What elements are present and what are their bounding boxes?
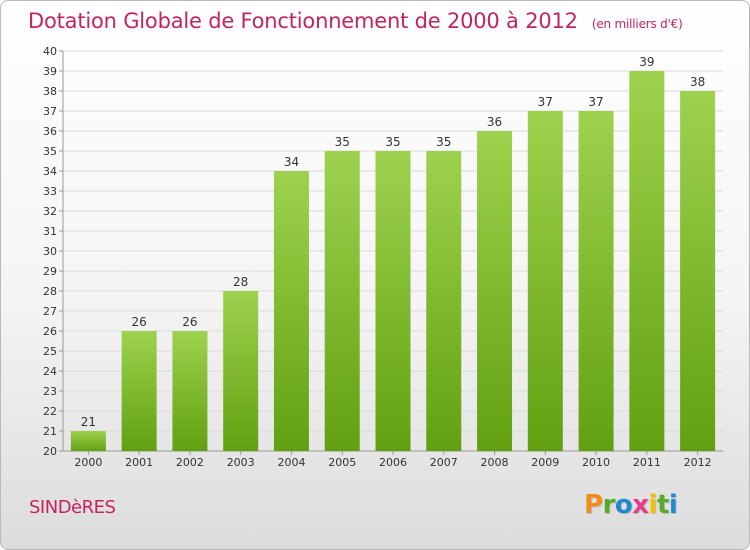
data-label-2007: 35 [436,135,451,149]
bar-2009 [527,111,563,451]
proxiti-logo: Proxiti [584,490,678,520]
commune-name: SINDèRES [29,497,116,518]
data-label-2008: 36 [487,115,502,129]
y-tick-label: 35 [43,145,57,158]
y-tick-label: 27 [43,305,57,318]
x-tick-label: 2001 [125,456,153,469]
data-label-2004: 34 [284,155,299,169]
x-tick-label: 2003 [227,456,255,469]
bar-2002 [172,331,208,451]
bar-2012 [680,91,716,451]
logo-letter: r [602,490,616,520]
y-tick-label: 20 [43,445,57,458]
y-tick-label: 29 [43,265,57,278]
bar-2008 [477,131,513,451]
y-tick-label: 39 [43,65,57,78]
y-tick-label: 37 [43,105,57,118]
bar-2007 [426,151,462,451]
y-tick-label: 40 [43,45,57,58]
x-tick-label: 2006 [379,456,407,469]
x-tick-label: 2005 [328,456,356,469]
bar-2006 [375,151,411,451]
y-tick-label: 36 [43,125,57,138]
data-label-2006: 35 [385,135,400,149]
x-tick-label: 2010 [582,456,610,469]
y-tick-label: 34 [43,165,57,178]
data-label-2010: 37 [588,95,603,109]
logo-letter: x [632,490,649,520]
y-tick-label: 25 [43,345,57,358]
y-tick-label: 26 [43,325,57,338]
logo-letter: i [648,490,658,520]
data-label-2011: 39 [639,55,654,69]
y-tick-label: 30 [43,245,57,258]
logo-letter: o [614,490,633,520]
data-label-2012: 38 [690,75,705,89]
bar-2000 [70,431,106,451]
chart-title: Dotation Globale de Fonctionnement de 20… [28,9,683,33]
bars [70,71,716,451]
data-label-2002: 26 [182,315,197,329]
y-tick-label: 24 [43,365,57,378]
y-tick-label: 23 [43,385,57,398]
y-tick-label: 21 [43,425,57,438]
bar-2011 [629,71,665,451]
bar-2003 [223,291,259,451]
data-labels: 21 26 26 28 34 35 35 35 36 37 37 39 38 [81,55,706,429]
bar-2010 [578,111,614,451]
x-tick-label: 2007 [430,456,458,469]
chart-title-text: Dotation Globale de Fonctionnement de 20… [28,9,578,33]
x-tick-label: 2011 [633,456,661,469]
data-label-2003: 28 [233,275,248,289]
chart-subtitle: (en milliers d'€) [591,17,683,31]
y-tick-label: 31 [43,225,57,238]
logo-letter: i [668,490,678,520]
x-tick-label: 2012 [684,456,712,469]
y-tick-label: 33 [43,185,57,198]
bar-2005 [324,151,360,451]
logo-letter: t [656,490,669,520]
x-tick-label: 2004 [277,456,305,469]
data-label-2005: 35 [335,135,350,149]
bar-2001 [121,331,157,451]
y-tick-label: 22 [43,405,57,418]
x-tick-label: 2000 [74,456,102,469]
y-tick-label: 38 [43,85,57,98]
data-label-2009: 37 [538,95,553,109]
x-tick-label: 2008 [481,456,509,469]
data-label-2001: 26 [132,315,147,329]
y-tick-label: 28 [43,285,57,298]
logo-letter: P [584,490,603,520]
x-tick-label: 2009 [531,456,559,469]
x-tick-label: 2002 [176,456,204,469]
bar-2004 [273,171,309,451]
y-tick-label: 32 [43,205,57,218]
data-label-2000: 21 [81,415,96,429]
